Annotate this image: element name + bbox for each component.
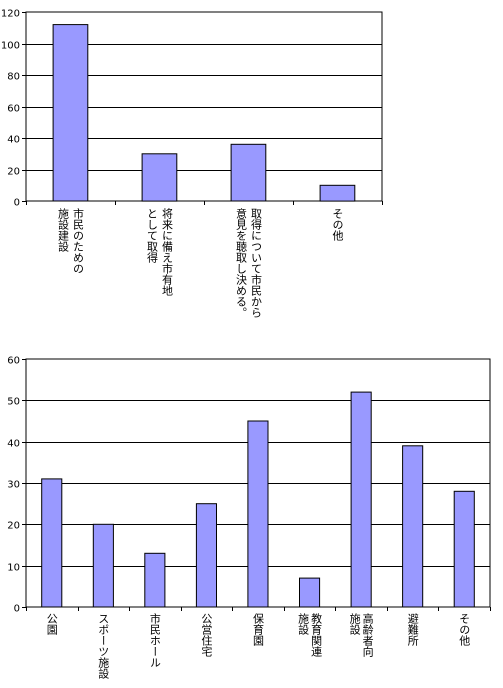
y-tick-label: 40 (7, 135, 20, 146)
category-label: スポーツ施設 (97, 613, 110, 679)
y-tick-label: 60 (7, 356, 20, 367)
bar (230, 143, 267, 202)
category-label: 公営住宅 (200, 613, 213, 657)
bar (41, 478, 63, 608)
bar (402, 445, 424, 608)
bar (453, 490, 475, 608)
category-label: 取得について市民から (250, 208, 263, 318)
category-label: 施設 (297, 613, 310, 635)
y-tick-label: 80 (7, 72, 20, 83)
y-tick-label: 20 (7, 167, 20, 178)
category-label: として取得 (146, 208, 159, 263)
bar (141, 153, 178, 202)
bar (299, 577, 321, 608)
category-label: 将来に備え市有地 (161, 208, 174, 296)
bar (350, 391, 372, 608)
y-tick-label: 0 (14, 604, 20, 615)
y-tick-label: 40 (7, 439, 20, 450)
y-tick-label: 30 (7, 480, 20, 491)
y-tick-label: 10 (7, 563, 20, 574)
category-label: 施設 (348, 613, 361, 635)
category-label: 市民のための (72, 207, 85, 274)
category-label: 保育園 (252, 612, 265, 647)
y-tick-label: 100 (1, 41, 20, 52)
y-tick-label: 20 (7, 521, 20, 532)
category-label: 高齢者向 (361, 612, 374, 657)
bar (52, 24, 89, 202)
category-label: 避難所 (406, 612, 419, 647)
category-label: 公園 (45, 613, 58, 636)
bar (195, 503, 217, 608)
y-tick-label: 0 (14, 198, 20, 209)
category-label: 教育関連 (310, 613, 323, 657)
y-tick-label: 50 (7, 397, 20, 408)
category-label: その他 (458, 613, 471, 646)
bar (319, 184, 356, 202)
category-label: その他 (331, 208, 344, 241)
chart-2: 0102030405060公園 スポーツ施設 市民ホール 公営住宅 保育園 教育関連施設高… (7, 356, 491, 679)
bar (92, 523, 114, 608)
y-tick-label: 60 (7, 104, 20, 115)
category-label: 施設建設 (57, 208, 70, 252)
bar (144, 552, 166, 608)
bar (247, 420, 269, 608)
category-label: 意見を聴取し決める。 (235, 207, 248, 318)
y-tick-label: 120 (1, 9, 20, 20)
category-label: 市民ホール (148, 612, 161, 668)
